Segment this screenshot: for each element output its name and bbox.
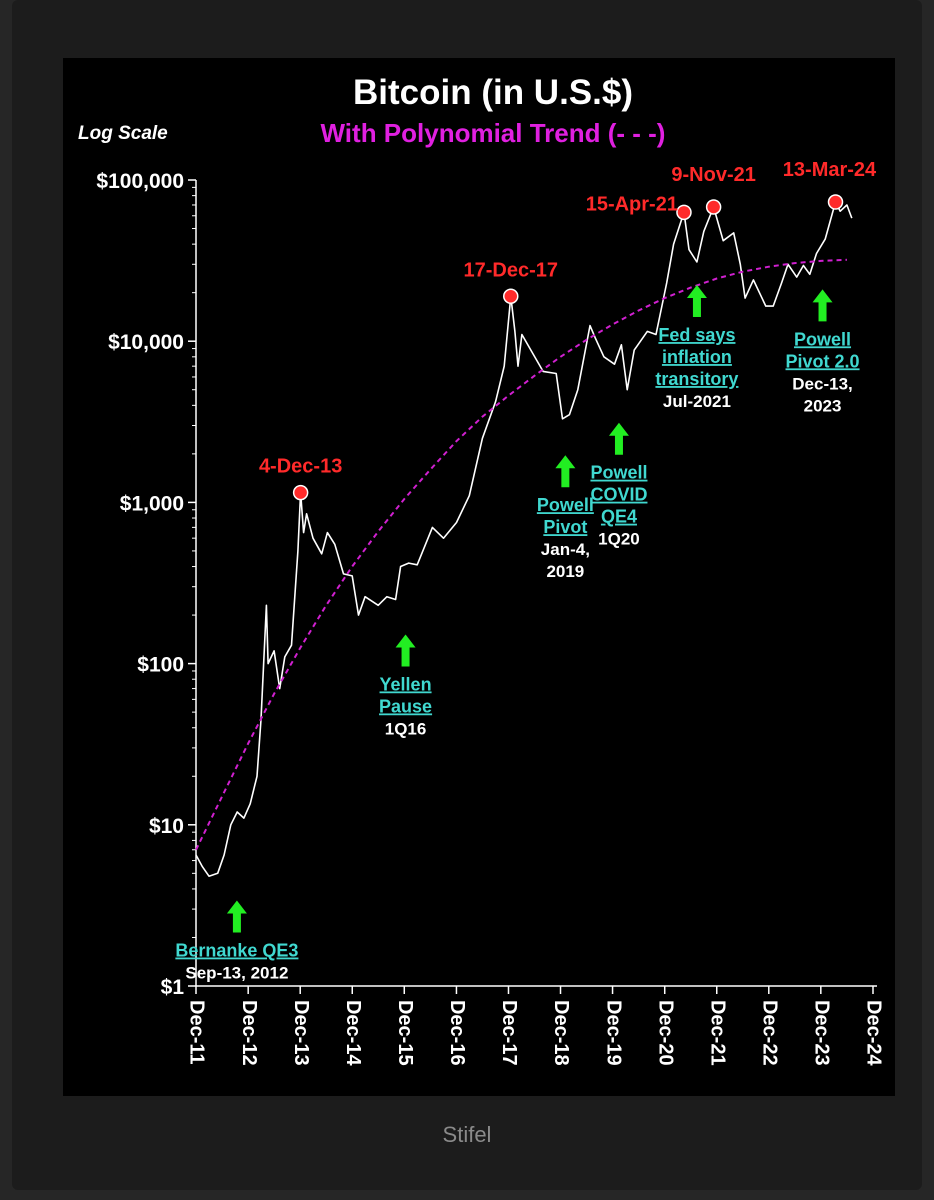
bitcoin-chart: Bitcoin (in U.S.$) With Polynomial Trend…: [78, 73, 885, 1066]
x-tick-label: Dec-16: [446, 1000, 468, 1066]
x-tick-label: Dec-15: [394, 1000, 416, 1066]
up-arrow-icon: [555, 455, 576, 488]
peak-marker: [827, 194, 844, 210]
x-tick-label: Dec-18: [550, 1000, 572, 1066]
x-tick-label: Dec-19: [602, 1000, 624, 1066]
x-tick-label: Dec-13: [290, 1000, 312, 1066]
chart-panel: Bitcoin (in U.S.$) With Polynomial Trend…: [63, 58, 895, 1096]
peak-label: 13-Mar-24: [783, 159, 877, 181]
event-link-label: COVID: [590, 485, 647, 505]
chart-subtitle: With Polynomial Trend (- - -): [321, 118, 666, 148]
event-link-label: Powell: [794, 329, 851, 349]
peak-label: 15-Apr-21: [586, 193, 678, 215]
event-link-label: transitory: [655, 369, 738, 389]
up-arrow-icon: [686, 285, 707, 318]
series-layer: [195, 201, 853, 877]
x-tick-label: Dec-11: [186, 1000, 208, 1065]
source-caption: Stifel: [442, 1122, 492, 1147]
event-link-label: Fed says: [658, 325, 735, 345]
peak-label: 17-Dec-17: [464, 259, 559, 281]
chart-title: Bitcoin (in U.S.$): [353, 73, 633, 112]
y-tick-label: $100,000: [96, 170, 184, 193]
event-date-label: Sep-13, 2012: [185, 964, 288, 983]
event-date-label: Dec-13,: [792, 374, 852, 393]
x-tick-label: Dec-17: [498, 1000, 520, 1066]
peak-label: 4-Dec-13: [259, 456, 342, 478]
peak-marker: [705, 199, 722, 215]
log-scale-note: Log Scale: [78, 123, 168, 144]
event-link-label: Powell: [590, 463, 647, 483]
event-date-label: 1Q16: [385, 719, 427, 738]
event-date-label: 2019: [546, 562, 584, 581]
peak-marker: [292, 484, 309, 501]
up-arrow-icon: [395, 634, 416, 667]
y-tick-label: $1: [161, 976, 185, 999]
trend-line: [195, 258, 847, 851]
x-tick-label: Dec-24: [863, 1000, 885, 1066]
x-tick-label: Dec-22: [759, 1000, 781, 1066]
event-link-label: QE4: [601, 507, 637, 527]
event-date-label: 1Q20: [598, 530, 640, 549]
event-date-label: Jul-2021: [663, 392, 731, 411]
x-tick-label: Dec-12: [238, 1000, 260, 1066]
y-tick-label: $100: [137, 654, 184, 677]
x-tick-label: Dec-20: [654, 1000, 676, 1066]
x-tick-label: Dec-23: [811, 1000, 833, 1066]
x-tick-label: Dec-14: [342, 1000, 364, 1066]
up-arrow-icon: [608, 422, 629, 455]
card: Bitcoin (in U.S.$) With Polynomial Trend…: [12, 0, 922, 1190]
event-link-label: Yellen: [380, 674, 432, 694]
annotations: 4-Dec-13 17-Dec-17 15-Apr-21 9-Nov-21 13-Mar…: [175, 159, 877, 983]
event-link-label: Bernanke QE3: [175, 941, 298, 961]
up-arrow-icon: [812, 289, 833, 322]
axes: $1 $10 $100 $1,000 $10,000 $100,000 Dec-11 Dec-…: [96, 170, 884, 1066]
event-date-label: 2023: [804, 396, 842, 415]
peak-label: 9-Nov-21: [671, 164, 755, 186]
event-link-label: Powell: [537, 495, 594, 515]
y-tick-label: $10,000: [108, 331, 184, 354]
event-annotation: Bernanke QE3 Sep-13, 2012: [175, 900, 298, 983]
peak-marker: [503, 288, 519, 305]
peak-marker: [676, 204, 692, 221]
event-link-label: Pivot 2.0: [786, 351, 860, 371]
y-tick-label: $1,000: [120, 492, 184, 515]
up-arrow-icon: [226, 900, 247, 933]
event-link-label: Pause: [379, 696, 432, 716]
event-date-label: Jan-4,: [541, 540, 590, 559]
event-link-label: inflation: [662, 347, 732, 367]
x-tick-label: Dec-21: [706, 1000, 728, 1066]
event-link-label: Pivot: [543, 517, 587, 537]
y-tick-label: $10: [149, 815, 184, 838]
price-line: [195, 201, 853, 877]
